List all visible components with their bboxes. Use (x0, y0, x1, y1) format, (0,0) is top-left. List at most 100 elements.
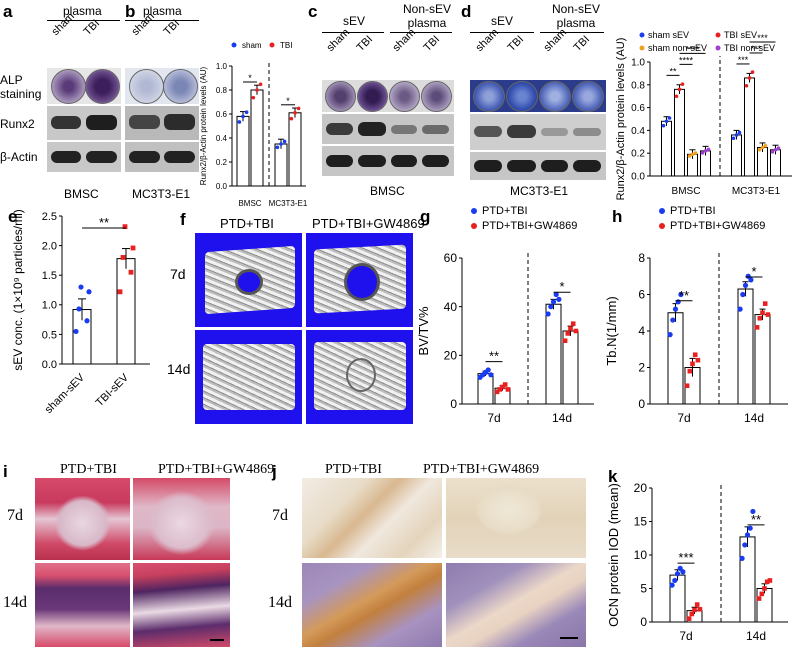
legend-label: sham sEV (648, 30, 689, 40)
data-point (84, 318, 90, 324)
panel-a-lane-1: sham (49, 10, 78, 38)
panel-i-col-1: PTD+TBI (60, 462, 117, 477)
data-point (734, 133, 739, 137)
defect-hole (344, 263, 380, 301)
panel-a-row-runx2: Runx2 (0, 117, 35, 131)
significance-stars: * (286, 96, 290, 106)
y-tick-label: 0 (640, 615, 647, 629)
data-point (767, 578, 773, 583)
panel-c-caption: BMSC (370, 184, 405, 198)
alp-dish (421, 81, 452, 112)
y-tick-label: 0.5 (42, 329, 57, 341)
chart-h: 0 2 4 6 8 Tb.N(1/mm) h PTD+TBI PTD+TBI+GW4869 7d 1… (604, 205, 788, 425)
alp-dish (389, 81, 420, 112)
panel-c-lane-4: TBI (421, 33, 443, 54)
panel-d-line-2 (540, 32, 604, 33)
panel-c-lane-2: TBI (354, 33, 376, 54)
blot-band (358, 155, 386, 167)
data-point (505, 387, 511, 392)
data-point (745, 273, 751, 279)
panel-d-alp-strip (470, 80, 606, 112)
data-point (251, 95, 256, 100)
panel-i-label: i (3, 462, 8, 481)
y-tick-label: 0.8 (216, 86, 228, 95)
significance-stars: *** (738, 55, 749, 65)
bar (756, 588, 773, 623)
data-point (500, 384, 505, 390)
data-point (776, 146, 781, 151)
y-tick-label: 8 (638, 251, 645, 265)
alp-dish (325, 81, 356, 112)
data-point (680, 569, 686, 575)
data-point (237, 120, 242, 124)
data-point (689, 611, 695, 617)
panel-b-caption: MC3T3-E1 (132, 187, 191, 201)
data-point (78, 284, 84, 290)
data-point (282, 139, 287, 144)
data-point (706, 147, 711, 152)
data-point (773, 147, 778, 152)
y-tick-label: 0.4 (631, 126, 645, 137)
blot-band (51, 116, 81, 129)
data-point (737, 130, 742, 135)
panel-d-label: d (461, 2, 472, 21)
chart-g: 0 20 40 60 BV/TV% g PTD+TBI PTD+TBI+GW4869 7d 14d… (416, 205, 594, 425)
y-tick-label: 0.0 (216, 182, 228, 191)
y-tick-label: 0.6 (216, 110, 228, 119)
bar (737, 288, 754, 405)
data-point (742, 542, 748, 548)
panel-d-header-sev: sEV (491, 14, 514, 28)
blot-band (474, 126, 502, 137)
data-point (497, 387, 503, 392)
data-point (693, 151, 698, 155)
ct-image (195, 330, 302, 424)
ihc-image (446, 478, 586, 558)
scale-bar (210, 639, 224, 641)
x-tick-label: 14d (746, 629, 766, 643)
panel-c-runx2-blot (322, 114, 454, 144)
data-point (677, 87, 682, 92)
panel-f-row-7d: 7d (170, 266, 186, 282)
ihc-image (446, 563, 586, 647)
x-tick-label: 7d (677, 411, 690, 425)
data-point (744, 84, 749, 88)
blot-band (541, 128, 568, 136)
y-tick-label: 1.5 (42, 270, 57, 282)
alp-dish (129, 69, 164, 104)
data-point (680, 82, 685, 86)
data-point (674, 94, 679, 99)
data-point (672, 577, 678, 584)
alp-dish (539, 81, 571, 112)
significance-stars: ** (99, 215, 109, 230)
data-point (695, 357, 701, 363)
panel-d-lane-2: TBI (505, 33, 527, 54)
panel-c-header-sev: sEV (343, 14, 366, 28)
alp-dish (506, 81, 538, 112)
y-tick-label: 4 (638, 324, 645, 338)
y-axis-label: Runx2/β-Actin protein levels (AU) (199, 66, 208, 185)
panel-c-actin-blot (322, 146, 454, 176)
data-point (86, 289, 92, 295)
legend-label: PTD+TBI (670, 205, 716, 217)
alp-dish (572, 81, 604, 112)
bone-render (203, 344, 295, 410)
data-point (548, 304, 554, 310)
data-point (670, 317, 676, 323)
x-tick-label: TBI-sEV (94, 371, 132, 409)
blot-band (164, 114, 195, 130)
y-axis-label: Runx2/β-Actin protein levels (AU) (615, 38, 627, 201)
data-point (128, 269, 134, 275)
y-tick-label: 1.0 (216, 62, 228, 71)
panel-j-col-1: PTD+TBI (325, 462, 382, 477)
data-point (762, 301, 768, 306)
legend-label: PTD+TBI (482, 205, 528, 217)
y-axis-label: sEV conc. (1×10⁹ particles/ml) (11, 209, 25, 371)
y-tick-label: 60 (444, 251, 458, 265)
data-point (553, 291, 559, 298)
significance-stars: **** (685, 44, 700, 54)
data-point (750, 508, 756, 515)
y-tick-label: 1.0 (631, 58, 645, 69)
data-point (672, 306, 679, 312)
legend-marker (269, 42, 275, 48)
